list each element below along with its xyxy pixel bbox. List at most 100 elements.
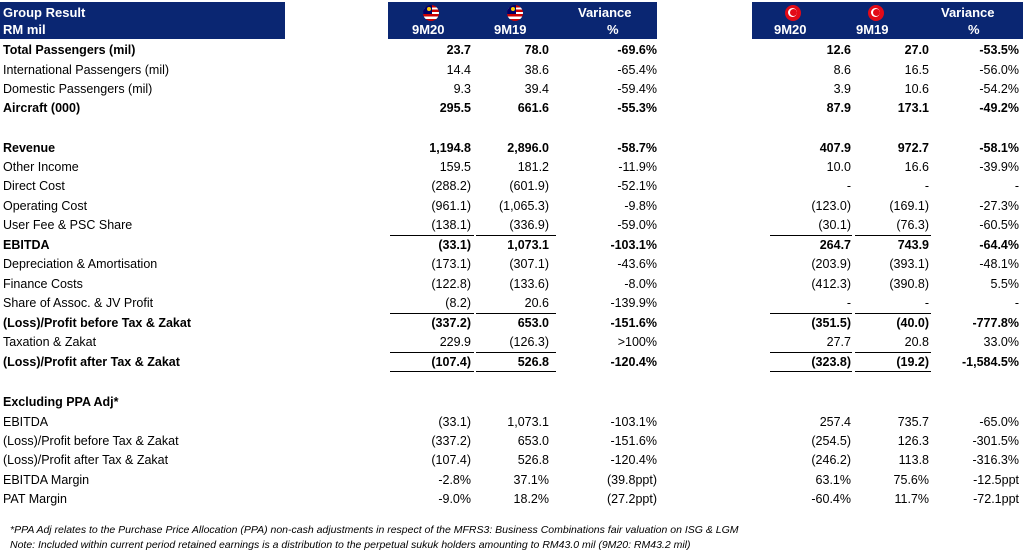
row-value: -56.0% [979, 63, 1019, 77]
turkey-flag-icon [868, 5, 884, 21]
row-value: 257.4 [819, 415, 851, 429]
row-value: -60.5% [979, 218, 1019, 232]
table-row: Total Passengers (mil) 23.7 78.0 -69.6% 12.6… [0, 41, 1024, 60]
row-value: (254.5) [811, 434, 851, 448]
row-label: User Fee & PSC Share [3, 218, 133, 232]
malaysia-flag-icon [507, 5, 523, 21]
row-underline [390, 371, 474, 372]
row-value: 75.6% [893, 473, 929, 487]
row-value: 113.8 [898, 453, 929, 467]
row-label: EBITDA [3, 238, 50, 252]
my-variance-label: Variance [578, 5, 632, 20]
row-value: -53.5% [979, 43, 1019, 57]
row-value: 12.6 [826, 43, 851, 57]
turkey-flag-icon [785, 5, 801, 21]
row-value: 16.6 [904, 160, 929, 174]
row-value: - [924, 296, 929, 310]
table-row: EBITDA (33.1) 1,073.1 -103.1% 264.7 743.9 -64.… [0, 236, 1024, 255]
table-row: (Loss)/Profit after Tax & Zakat (107.4) 52… [0, 353, 1024, 372]
row-value: 653.0 [517, 316, 549, 330]
row-value: -60.4% [811, 492, 851, 506]
row-value: - [1014, 179, 1019, 193]
row-value: -27.3% [979, 199, 1019, 213]
footnote-sukuk: Note: Included within current period ret… [10, 539, 691, 551]
row-value: -120.4% [610, 453, 657, 467]
row-label: Excluding PPA Adj* [3, 395, 119, 409]
tr-col-9m20: 9M20 [774, 22, 807, 37]
row-label: (Loss)/Profit after Tax & Zakat [3, 453, 169, 467]
row-value: (123.0) [811, 199, 851, 213]
row-value: 14.4 [446, 63, 471, 77]
row-value: (122.8) [431, 277, 471, 291]
row-value: -151.6% [610, 316, 657, 330]
row-value: 661.6 [517, 101, 549, 115]
row-value: (173.1) [431, 257, 471, 271]
row-value: 972.7 [897, 141, 929, 155]
row-value: 37.1% [513, 473, 549, 487]
table-row: PAT Margin -9.0% 18.2% (27.2ppt) -60.4% 11.7%… [0, 490, 1024, 509]
row-value: -9.8% [624, 199, 657, 213]
row-value: - [924, 179, 929, 193]
row-label: EBITDA Margin [3, 473, 90, 487]
row-value: (203.9) [811, 257, 851, 271]
table-row: Taxation & Zakat 229.9 (126.3) >100% 27.7 20.… [0, 333, 1024, 352]
row-label: EBITDA [3, 415, 49, 429]
row-value: 87.9 [826, 101, 851, 115]
row-value: (39.8ppt) [606, 473, 657, 487]
row-value: 20.6 [524, 296, 549, 310]
table-row: Finance Costs (122.8) (133.6) -8.0% (412.3) (… [0, 275, 1024, 294]
row-value: (323.8) [811, 355, 851, 369]
row-value: -2.8% [438, 473, 471, 487]
row-value: 1,073.1 [507, 415, 549, 429]
row-value: -43.6% [617, 257, 657, 271]
row-label: Domestic Passengers (mil) [3, 82, 153, 96]
row-value: (40.0) [896, 316, 929, 330]
row-label: (Loss)/Profit before Tax & Zakat [3, 316, 191, 330]
table-row: (Loss)/Profit after Tax & Zakat (107.4) 52… [0, 451, 1024, 470]
row-value: - [1014, 296, 1019, 310]
tr-variance-unit: % [968, 22, 980, 37]
row-value: -777.8% [972, 316, 1019, 330]
row-value: 18.2% [513, 492, 549, 506]
footnote-ppa: *PPA Adj relates to the Purchase Price A… [10, 524, 739, 536]
table-row: EBITDA (33.1) 1,073.1 -103.1% 257.4 735.7 -65.… [0, 413, 1024, 432]
row-label: Share of Assoc. & JV Profit [3, 296, 154, 310]
row-value: -65.4% [617, 63, 657, 77]
row-value: (601.9) [509, 179, 549, 193]
row-value: 295.5 [439, 101, 471, 115]
row-value: 39.4 [524, 82, 549, 96]
row-underline [770, 352, 852, 353]
row-value: (412.3) [811, 277, 851, 291]
row-value: (30.1) [818, 218, 851, 232]
row-value: -52.1% [617, 179, 657, 193]
row-value: (27.2ppt) [606, 492, 657, 506]
row-value: 159.5 [439, 160, 471, 174]
row-value: 16.5 [904, 63, 929, 77]
my-col-9m20: 9M20 [412, 22, 445, 37]
row-value: -39.9% [979, 160, 1019, 174]
row-value: (138.1) [431, 218, 471, 232]
row-value: 526.8 [517, 453, 549, 467]
row-value: -139.9% [610, 296, 657, 310]
row-value: 526.8 [517, 355, 549, 369]
row-value: 27.0 [904, 43, 929, 57]
table-row: Other Income 159.5 181.2 -11.9% 10.0 16.6 -39.… [0, 158, 1024, 177]
row-value: -58.1% [979, 141, 1019, 155]
row-underline [390, 352, 474, 353]
row-underline [855, 313, 931, 314]
row-value: -12.5ppt [973, 473, 1019, 487]
row-value: 20.8 [904, 335, 929, 349]
row-value: (393.1) [889, 257, 929, 271]
tr-variance-label: Variance [941, 5, 995, 20]
row-value: (169.1) [889, 199, 929, 213]
row-label: Total Passengers (mil) [3, 43, 136, 57]
row-value: -151.6% [610, 434, 657, 448]
row-label: Taxation & Zakat [3, 335, 97, 349]
row-value: -65.0% [979, 415, 1019, 429]
table-row: Depreciation & Amortisation (173.1) (307.1… [0, 255, 1024, 274]
my-variance-unit: % [607, 22, 619, 37]
row-value: (336.9) [509, 218, 549, 232]
table-row: Direct Cost (288.2) (601.9) -52.1% - - - [0, 177, 1024, 196]
row-value: (19.2) [896, 355, 929, 369]
row-value: 126.3 [897, 434, 929, 448]
